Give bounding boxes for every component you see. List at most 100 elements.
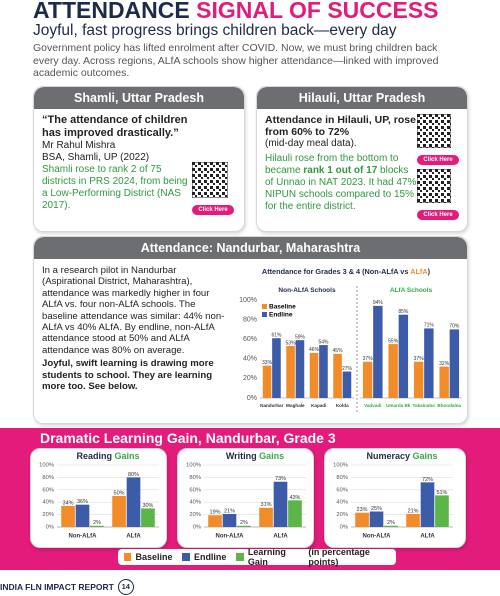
y-tick-label: 40%: [336, 500, 348, 506]
value-label: 21%: [224, 508, 235, 514]
writing-chart: 0% 20% 40% 60% 80% 100% Writing Gains Non-ALfA 1…: [177, 448, 314, 548]
bar: [309, 352, 319, 398]
bar: [295, 340, 305, 398]
bar: [61, 505, 75, 527]
x-tick-label: Takalnabo: [413, 403, 436, 408]
value-label: 59%: [295, 335, 306, 341]
bar: [286, 346, 295, 398]
y-tick-label: 40%: [42, 500, 54, 506]
bar: [288, 500, 302, 527]
value-label: 19%: [210, 510, 221, 516]
qr-column: Click Here Click Here: [416, 113, 459, 220]
chart-title-text: Non-ALfA Schools: [278, 287, 336, 294]
x-tick-label: Kapadi: [311, 403, 326, 408]
value-label: 25%: [371, 506, 382, 512]
bar: [272, 338, 281, 398]
lead: Attendance in Hilauli, UP, rose from 60%…: [265, 114, 416, 138]
note: Shamli rose to rank 2 of 75 districts in…: [42, 164, 188, 211]
bar: [439, 366, 449, 398]
y-tick-label: 100%: [239, 297, 257, 304]
bar: [420, 482, 435, 527]
click-button[interactable]: Click Here: [417, 210, 459, 220]
y-tick-label: 40%: [243, 356, 257, 363]
click-button[interactable]: Click Here: [192, 205, 234, 215]
legend-note: (in percentage points): [308, 547, 370, 567]
legend-swatch: [124, 553, 132, 561]
y-tick-label: 20%: [243, 375, 257, 382]
value-label: 71%: [424, 323, 435, 329]
value-label: 37%: [363, 356, 374, 362]
chart-title-text: ALfA Schools: [390, 287, 433, 294]
card-text: In a research pilot in Nandurbar (Aspira…: [42, 265, 228, 392]
bar: [342, 371, 352, 398]
bar: [449, 329, 460, 398]
x-tick-label: Non-ALfA: [363, 534, 392, 540]
value-label: 53%: [286, 340, 297, 346]
chart-title-part: ALfA: [410, 267, 428, 276]
chart-title: Attendance for Grades 3 & 4 (Non-ALfA vs…: [262, 267, 431, 276]
bar: [273, 481, 288, 527]
card-heading: Hilauli, Uttar Pradesh: [257, 87, 467, 109]
section-title: Dramatic Learning Gain, Nandurbar, Grade…: [40, 430, 336, 446]
numeracy-chart: 0% 20% 40% 60% 80% 100% Numeracy Gains Non-ALfA…: [324, 448, 466, 548]
y-tick-label: 80%: [336, 475, 348, 481]
card-body: Attendance in Hilauli, UP, rose from 60%…: [257, 109, 467, 220]
reading-chart: 0% 20% 40% 60% 80% 100% Reading Gains Non-ALfA 3…: [30, 448, 167, 548]
value-label: 72%: [422, 477, 433, 483]
y-tick-label: 40%: [189, 500, 201, 506]
value-label: 23%: [357, 507, 368, 513]
value-label: 80%: [128, 472, 139, 478]
legend-label: Baseline: [269, 304, 296, 311]
x-tick-label: Vadvadi: [364, 403, 381, 408]
note-bold: rank 1 out of 17: [303, 165, 378, 176]
value-label: 34%: [63, 500, 74, 506]
report-name: INDIA FLN IMPACT REPORT: [0, 582, 114, 592]
role: BSA, Shamli, UP (2022): [42, 152, 150, 163]
x-tick-label: Bhoodalna: [437, 403, 461, 408]
value-label: 31%: [261, 502, 272, 508]
bar: [319, 345, 328, 398]
value-label: 37%: [414, 356, 425, 362]
y-tick-label: 80%: [189, 475, 201, 481]
value-label: 61%: [271, 333, 282, 339]
value-label: 45%: [333, 348, 344, 354]
chart-title-part: Attendance for Grades 3 & 4 (Non-ALfA vs: [262, 267, 410, 276]
chart-title-highlight: Gains: [115, 451, 140, 461]
bar: [413, 361, 424, 398]
qr-column: Click Here: [191, 114, 234, 215]
chart-title-text: Writing: [226, 451, 257, 461]
title-highlight: SIGNAL OF SUCCESS: [196, 0, 439, 23]
click-button[interactable]: Click Here: [417, 155, 459, 165]
value-label: 50%: [114, 490, 125, 496]
y-tick-label: 100%: [39, 463, 54, 469]
chart-title: Non-ALfA Schools: [278, 287, 336, 294]
y-tick-label: 0%: [247, 395, 257, 402]
hilauli-card: Hilauli, Uttar Pradesh Attendance in Hil…: [256, 86, 468, 232]
legend-swatch: [182, 553, 190, 561]
value-label: 94%: [373, 300, 384, 306]
quote: “The attendance of children has improved…: [42, 114, 188, 139]
x-tick-label: ALfA: [273, 534, 288, 540]
x-tick-label: ALfA: [126, 534, 141, 540]
legend-label: Endline: [193, 552, 227, 562]
card-body: “The attendance of children has improved…: [34, 109, 244, 215]
y-tick-label: 0%: [340, 525, 348, 531]
value-label: 70%: [449, 324, 460, 330]
lead-note: (mid-day meal data).: [265, 138, 357, 149]
bar: [388, 344, 398, 398]
x-tick-label: Umarda Bk: [386, 403, 411, 408]
x-tick-label: ALfA: [420, 534, 435, 540]
x-tick-label: Nandurbar: [260, 403, 283, 408]
y-tick-label: 80%: [42, 475, 54, 481]
legend-swatch: [262, 312, 267, 317]
bar: [424, 328, 434, 398]
value-label: 32%: [439, 361, 450, 367]
card-heading: Attendance: Nandurbar, Maharashtra: [34, 237, 467, 259]
legend-swatch: [236, 553, 244, 561]
value-label: 2%: [93, 520, 101, 526]
shamli-card: Shamli, Uttar Pradesh “The attendance of…: [33, 86, 245, 232]
x-tick-label: Non-ALfA: [69, 534, 98, 540]
intro: Government policy has lifted enrolment a…: [33, 42, 439, 79]
value-label: 85%: [398, 309, 409, 315]
x-tick-label: Non-ALfA: [216, 534, 245, 540]
